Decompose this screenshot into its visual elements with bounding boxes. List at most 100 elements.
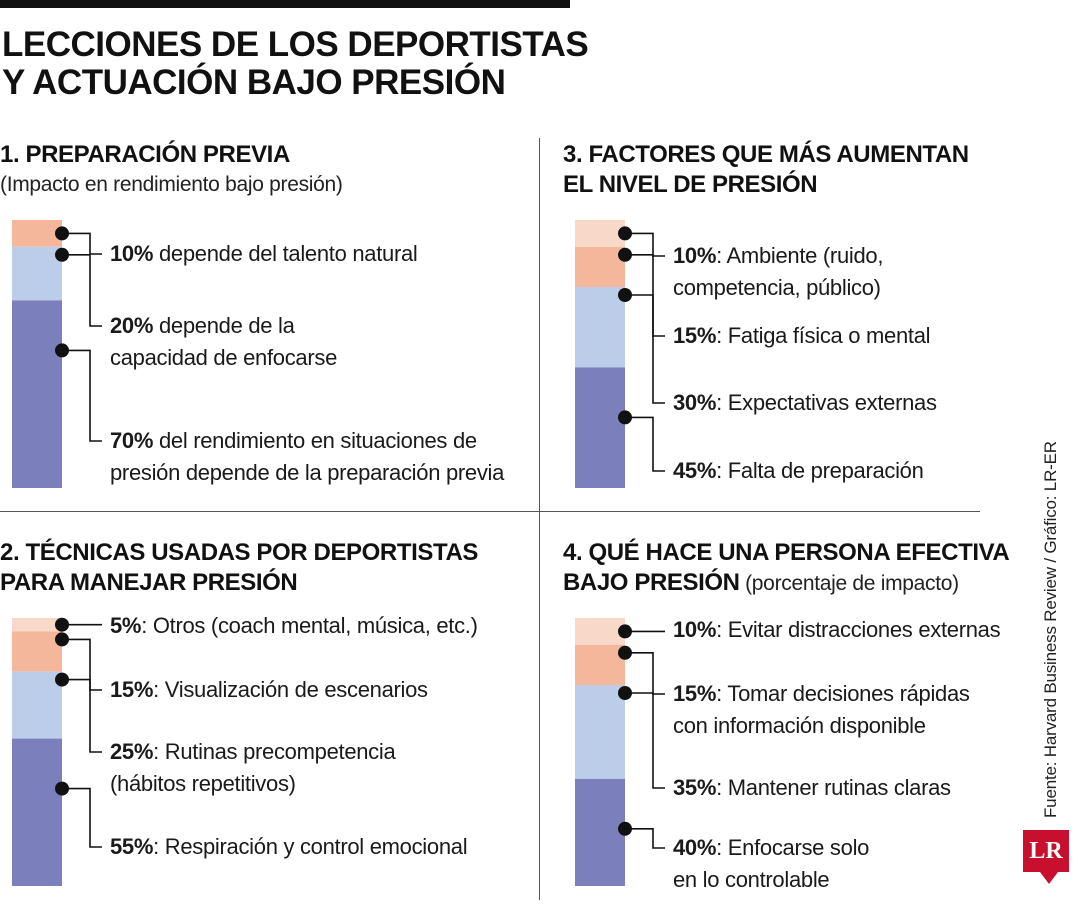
vertical-divider <box>539 138 540 900</box>
panel-title: 3. FACTORES QUE MÁS AUMENTAN EL NIVEL DE… <box>563 140 969 200</box>
panel-subtitle: (Impacto en rendimiento bajo presión) <box>0 173 343 196</box>
segment-label: 10%: Evitar distracciones externas <box>673 614 1001 646</box>
segment-label-line: 70% del rendimiento en situaciones de <box>110 425 504 457</box>
segment-percent: 15% <box>673 681 717 706</box>
stacked-bar-chart <box>575 220 665 488</box>
panel-title-line-2: PARA MANEJAR PRESIÓN <box>0 569 298 596</box>
marker-dot <box>618 247 632 262</box>
marker-dot <box>618 288 632 302</box>
lr-logo: LR <box>1023 830 1069 872</box>
segment-label: 15%: Fatiga física o mental <box>673 320 931 352</box>
bar-segment-30pct <box>575 287 625 368</box>
marker-dot <box>618 226 632 241</box>
bar-segment-70pct <box>12 300 62 488</box>
segment-percent: 15% <box>673 323 717 348</box>
panel-preparacion-previa: 1. PREPARACIÓN PREVIA (Impacto en rendim… <box>0 140 530 500</box>
bar-segment-10pct <box>575 220 625 247</box>
segment-text: : Mantener rutinas claras <box>716 775 951 800</box>
segment-label-line: (hábitos repetitivos) <box>110 771 296 796</box>
segment-percent: 10% <box>110 241 154 266</box>
segment-label: 45%: Falta de preparación <box>673 455 924 487</box>
panel-factores-presion: 3. FACTORES QUE MÁS AUMENTAN EL NIVEL DE… <box>563 140 983 500</box>
segment-percent: 40% <box>673 835 717 860</box>
segment-label-line: 40%: Enfocarse solo <box>673 832 869 864</box>
segment-label: 40%: Enfocarse solo en lo controlable <box>673 832 869 896</box>
stacked-bar-chart <box>12 220 102 488</box>
segment-text: : Expectativas externas <box>716 390 937 415</box>
bar-segment-55pct <box>12 738 62 886</box>
bar-segment-25pct <box>12 671 62 739</box>
segment-text: depende de la <box>153 313 295 338</box>
segment-percent: 10% <box>673 617 717 642</box>
segment-text: : Rutinas precompetencia <box>153 739 396 764</box>
panel-title-line-2-text: BAJO PRESIÓN <box>563 569 740 596</box>
segment-label-line: 55%: Respiración y control emocional <box>110 831 468 863</box>
segment-label-line: 15%: Tomar decisiones rápidas <box>673 678 970 710</box>
leader-line <box>62 232 102 255</box>
panel-title: 4. QUÉ HACE UNA PERSONA EFECTIVA BAJO PR… <box>563 538 1010 599</box>
leader-line <box>625 652 665 695</box>
leader-line <box>62 678 102 753</box>
segment-label: 10%: Ambiente (ruido, competencia, públic… <box>673 240 883 304</box>
bar-segment-15pct <box>575 246 625 287</box>
segment-label: 25%: Rutinas precompetencia (hábitos repe… <box>110 736 396 800</box>
segment-percent: 20% <box>110 313 154 338</box>
segment-label-line: 10%: Evitar distracciones externas <box>673 614 1001 646</box>
marker-dot <box>55 632 69 647</box>
segment-percent: 10% <box>673 243 717 268</box>
bar-segment-20pct <box>12 246 62 301</box>
bar-segment-10pct <box>575 618 625 645</box>
bar-segment-15pct <box>575 644 625 685</box>
marker-dot <box>55 226 69 241</box>
segment-text: : Evitar distracciones externas <box>716 617 1001 642</box>
segment-label: 15%: Visualización de escenarios <box>110 674 428 706</box>
panel-title-text: 1. PREPARACIÓN PREVIA <box>0 141 290 168</box>
segment-text: : Respiración y control emocional <box>153 834 468 859</box>
segment-label-line: competencia, público) <box>673 275 881 300</box>
marker-dot <box>618 645 632 660</box>
marker-dot <box>618 821 632 836</box>
segment-label-line: 10%: Ambiente (ruido, <box>673 240 883 272</box>
panel-tecnicas-deportistas: 2. TÉCNICAS USADAS POR DEPORTISTAS PARA … <box>0 538 530 898</box>
segment-percent: 35% <box>673 775 717 800</box>
page-title: LECCIONES DE LOS DEPORTISTAS Y ACTUACIÓN… <box>2 26 622 102</box>
bar-segment-45pct <box>575 367 625 488</box>
stacked-bar-chart <box>12 617 102 886</box>
segment-text: : Falta de preparación <box>716 458 924 483</box>
marker-dot <box>55 781 69 796</box>
marker-dot <box>55 617 69 632</box>
panel-title: 2. TÉCNICAS USADAS POR DEPORTISTAS PARA … <box>0 538 478 598</box>
leader-line <box>62 254 102 327</box>
segment-label-line: capacidad de enfocarse <box>110 345 338 370</box>
panel-title-text: 4. QUÉ HACE UNA PERSONA EFECTIVA <box>563 539 1010 566</box>
source-credit: Fuente: Harvard Business Review / Gráfic… <box>1041 441 1060 818</box>
panel-title-text: 2. TÉCNICAS USADAS POR DEPORTISTAS <box>0 539 479 566</box>
segment-label: 5%: Otros (coach mental, música, etc.) <box>110 610 478 642</box>
segment-label-line: 35%: Mantener rutinas claras <box>673 772 951 804</box>
segment-label-line: en lo controlable <box>673 867 830 892</box>
segment-label-line: 20% depende de la <box>110 310 337 342</box>
segment-percent: 25% <box>110 739 154 764</box>
segment-percent: 55% <box>110 834 154 859</box>
segment-text: : Visualización de escenarios <box>153 677 428 702</box>
segment-label-line: presión depende de la preparación previa <box>110 460 505 485</box>
leader-line <box>62 787 102 848</box>
segment-text: del rendimiento en situaciones de <box>153 428 477 453</box>
bar-segment-15pct <box>12 631 62 672</box>
segment-label-line: 15%: Fatiga física o mental <box>673 320 931 352</box>
marker-dot <box>55 672 69 687</box>
segment-label-line: 45%: Falta de preparación <box>673 455 924 487</box>
segment-text: : Enfocarse solo <box>716 835 870 860</box>
segment-label: 30%: Expectativas externas <box>673 387 937 419</box>
segment-percent: 5% <box>110 613 142 638</box>
segment-label: 15%: Tomar decisiones rápidas con informa… <box>673 678 970 742</box>
bar-segment-35pct <box>575 685 625 779</box>
segment-label: 70% del rendimiento en situaciones de pre… <box>110 425 504 489</box>
segment-text: depende del talento natural <box>153 241 418 266</box>
leader-line <box>625 416 665 472</box>
leader-line <box>625 294 665 404</box>
segment-label-line: 10% depende del talento natural <box>110 238 418 270</box>
page-title-line-2: Y ACTUACIÓN BAJO PRESIÓN <box>2 63 506 102</box>
segment-percent: 45% <box>673 458 717 483</box>
panel-title-suffix: (porcentaje de impacto) <box>739 572 959 595</box>
